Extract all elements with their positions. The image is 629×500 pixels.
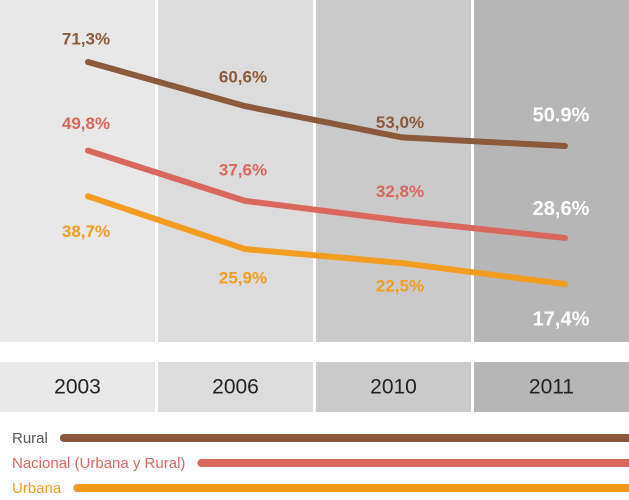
- value-label: 71,3%: [62, 29, 110, 48]
- x-tick-label: 2003: [54, 376, 101, 399]
- value-label: 32,8%: [376, 182, 424, 201]
- category-band: [158, 362, 313, 412]
- value-label: 38,7%: [62, 222, 110, 241]
- value-label: 60,6%: [219, 68, 267, 87]
- column-band: [0, 0, 155, 342]
- value-label: 25,9%: [219, 269, 267, 288]
- value-label: 50.9%: [533, 104, 590, 126]
- value-label: 17,4%: [533, 308, 590, 330]
- column-band: [316, 0, 471, 342]
- x-tick-label: 2011: [529, 376, 574, 399]
- x-tick-label: 2006: [212, 376, 259, 399]
- column-band: [474, 0, 629, 342]
- value-label: 28,6%: [533, 198, 590, 220]
- value-label: 53,0%: [376, 113, 424, 132]
- legend-label: Nacional (Urbana y Rural): [12, 455, 185, 472]
- value-label: 49,8%: [62, 114, 110, 133]
- legend-label: Urbana: [12, 480, 62, 497]
- category-band: [0, 362, 155, 412]
- line: [85, 147, 568, 241]
- x-tick-label: 2010: [370, 376, 417, 399]
- value-label: 22,5%: [376, 277, 424, 296]
- column-band: [158, 0, 313, 342]
- line: [85, 193, 568, 288]
- category-band: [316, 362, 471, 412]
- category-band: [474, 362, 629, 412]
- legend-label: Rural: [12, 430, 48, 447]
- line: [85, 59, 568, 150]
- value-label: 37,6%: [219, 160, 267, 179]
